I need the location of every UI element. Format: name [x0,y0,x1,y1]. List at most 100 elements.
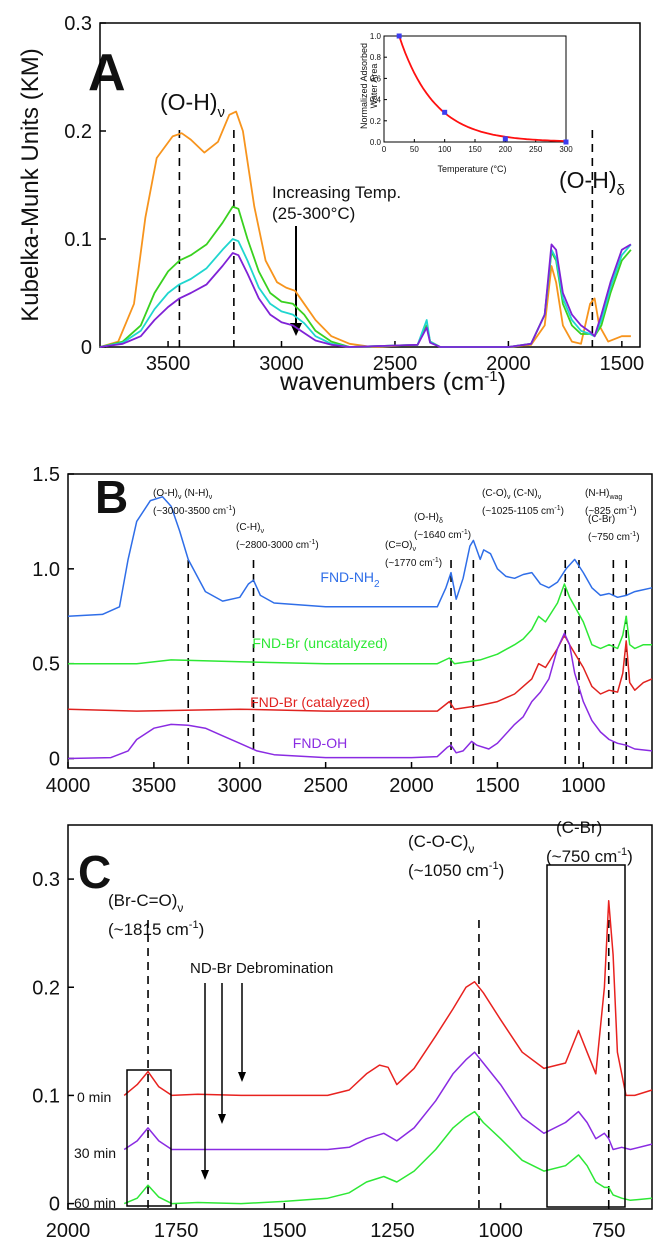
brco-annotation-line1: (Br-C=O)ν [108,891,183,915]
inset-y-tick-label: 0.8 [370,53,382,62]
x-tick-label: 1750 [154,1220,199,1242]
panel-b: B 4000 3500 3000 2500 2000 1500 1000 0 0.5 1.0 1.5… [32,464,653,797]
inset-fit-curve [398,35,567,142]
inset-x-tick-label: 150 [468,145,482,154]
series-label: FND-Br (catalyzed) [250,694,370,710]
inset-x-tick-label: 300 [559,145,573,154]
series-line-1 [99,205,632,348]
panel-b-label: B [95,471,128,523]
debromination-arrow-head [201,1170,209,1180]
inset-y-tick-label: 0.2 [370,117,382,126]
series-line-0 [99,110,631,348]
x-tick-label: 2000 [389,775,434,797]
panel-a: A Kubelka-Munk Units (KM) wavenumbers (c… [17,13,644,396]
coc-annotation-line2: (~1050 cm-1) [408,860,504,880]
panel-a-label: A [88,44,126,102]
peak-annotation-line1: (O-H)ν (N-H)ν [153,488,213,501]
series-line-fnd-br-catalyzed- [67,634,653,712]
inset-x-tick-label: 250 [529,145,543,154]
inset-data-point [502,136,508,142]
inset-x-tick-label: 0 [382,145,387,154]
cbr-highlight-box [546,864,626,1208]
inset-x-axis-label: Temperature (°C) [437,164,506,174]
x-tick-label: 2000 [486,353,531,375]
x-tick-label: 2000 [46,1220,91,1242]
time-label: 30 min [74,1145,116,1161]
peak-annotation-line2: (~1025-1105 cm-1) [482,505,564,517]
y-tick-label: 0.2 [64,121,92,143]
y-tick-label: 0.5 [32,654,60,676]
debromination-annotation: ND-Br Debromination [190,960,333,977]
x-tick-label: 1000 [478,1220,523,1242]
inset-x-tick-label: 100 [438,145,452,154]
inset-x-tick-label: 50 [410,145,419,154]
x-tick-label: 2500 [303,775,348,797]
peak-annotation-line2: (~1770 cm-1) [385,557,442,569]
increasing-temp-annotation: Increasing Temp. [272,183,401,202]
plot-frame [67,824,653,1210]
x-tick-label: 2500 [373,353,418,375]
series-line-fnd-nh [67,496,653,618]
x-tick-label: 3000 [218,775,263,797]
inset-y-tick-label: 1.0 [370,32,382,41]
peak-annotation-line1: (O-H)δ [414,512,443,525]
peak-annotation-line2: (~750 cm-1) [588,531,640,543]
x-tick-label: 1000 [561,775,606,797]
y-tick-label: 0.1 [64,229,92,251]
coc-annotation-line1: (C-O-C)ν [408,832,474,856]
peak-annotation-line2: (~825 cm-1) [585,505,637,517]
peak-annotation-line2: (~3000-3500 cm-1) [153,505,236,517]
series-label: FND-OH [293,735,347,751]
y-tick-label: 0.2 [32,977,60,999]
x-tick-label: 3500 [132,775,177,797]
series-line-fnd-br-uncatalyzed- [68,583,652,665]
cbr-annotation-line1: (C-Br) [556,818,602,837]
peak-annotation-line1: (C-H)ν [236,522,264,535]
inset-y-tick-label: 0.4 [370,96,382,105]
time-label: 0 min [77,1089,111,1105]
y-tick-label: 0.3 [32,869,60,891]
inset-frame [383,35,567,143]
inset-y-axis-label: Normalized AdsorbedWater Area [359,43,379,129]
y-tick-label: 0 [49,749,60,771]
series-line-3 [99,243,632,348]
peak-annotation-line2: (~2800-3000 cm-1) [236,539,319,551]
panel-c-label: C [78,846,111,898]
peak-annotation-line1: (N-H)wag [585,488,622,501]
oh-stretch-annotation: (O-H)ν [160,89,225,121]
brco-highlight-box [126,1069,172,1207]
peak-annotation-line1: (C-O)ν (C-N)ν [482,488,542,501]
x-tick-label: 1500 [600,353,645,375]
panel-a-y-axis-label: Kubelka-Munk Units (KM) [17,48,44,321]
inset-y-tick-label: 0.6 [370,74,382,83]
x-tick-label: 1500 [475,775,520,797]
time-label: 60 min [74,1195,116,1211]
brco-annotation-line2: (~1815 cm-1) [108,919,204,939]
inset-x-tick-label: 200 [499,145,513,154]
x-tick-label: 1250 [370,1220,415,1242]
y-tick-label: 0.3 [64,13,92,35]
inset-chart: Normalized AdsorbedWater Area Temperatur… [359,32,573,174]
cbr-annotation-line2: (~750 cm-1) [546,846,633,866]
series-label: FND-Br (uncatalyzed) [252,635,387,651]
y-tick-label: 0.1 [32,1085,60,1107]
peak-annotation-line1: (C=O)ν [385,540,417,553]
x-tick-label: 4000 [46,775,91,797]
inset-data-point [442,109,448,115]
inset-data-point [396,33,402,39]
debromination-arrow-head [238,1072,246,1082]
x-tick-label: 3500 [146,353,191,375]
x-tick-label: 1500 [262,1220,307,1242]
x-tick-label: 3000 [259,353,304,375]
panel-a-x-axis-label: wavenumbers (cm-1) [279,368,506,396]
oh-bend-annotation: (O-H)δ [559,167,625,199]
temp-range-annotation: (25-300°C) [272,204,355,223]
series-label: FND-NH2 [320,569,380,590]
series-line-60-min [123,1110,653,1205]
y-tick-label: 1.0 [32,559,60,581]
y-tick-label: 1.5 [32,464,60,486]
series-line-fnd-oh [67,632,653,760]
panel-c: C (Br-C=O)ν (~1815 cm-1) (C-O-C)ν (~1050… [32,818,653,1242]
debromination-arrow-head [218,1114,226,1124]
